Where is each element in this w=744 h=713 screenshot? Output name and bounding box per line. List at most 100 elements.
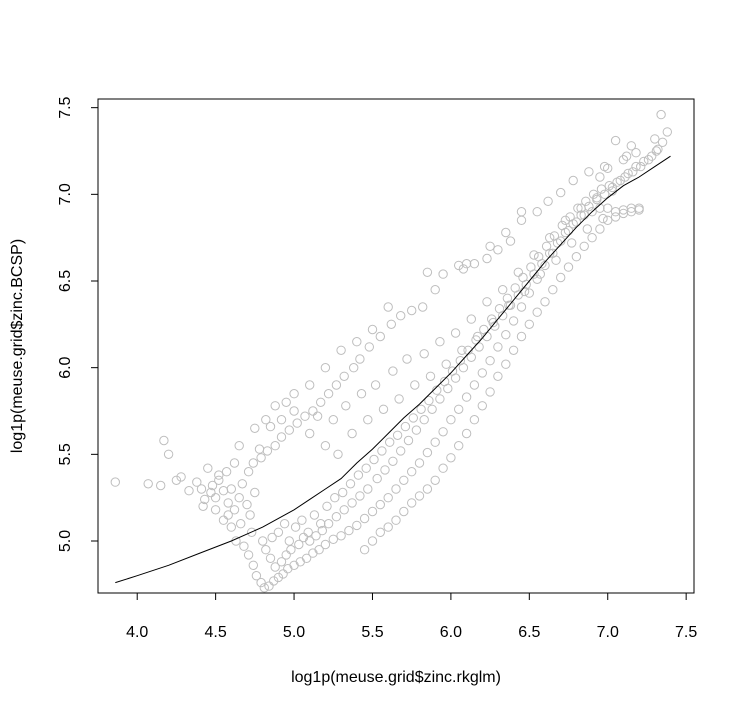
data-point [537,259,547,269]
data-point [446,415,456,425]
data-point [599,189,610,200]
data-point [359,513,370,524]
data-point [355,354,365,364]
data-point [171,475,182,485]
data-point [623,168,633,179]
y-axis: 5.0 5.5 6.0 6.5 7.0 7.5 [57,96,99,552]
data-point [363,415,373,425]
data-point [532,207,542,217]
data-point [314,545,324,555]
data-point [196,484,207,494]
data-point [422,267,433,277]
data-point [618,155,629,165]
data-point [254,444,265,454]
data-point [443,383,453,394]
data-point [259,583,269,593]
data-point [297,515,307,525]
data-point [441,359,451,369]
data-point [380,465,390,475]
data-point [457,345,467,355]
data-point [592,194,602,205]
data-point [662,127,672,137]
data-point [361,463,371,473]
data-point [505,236,516,246]
data-point [301,553,312,563]
data-point [110,477,121,487]
data-point [356,389,367,399]
data-point [560,227,571,238]
data-point [396,446,406,456]
data-point [651,146,662,156]
data-point [485,356,495,366]
data-point [223,498,233,508]
data-point [631,161,641,172]
data-point [391,515,401,525]
data-point [198,501,208,511]
data-point [223,510,233,520]
data-point [621,151,632,161]
data-point [430,475,440,485]
data-point [458,363,469,373]
data-point [587,207,597,217]
data-point [143,479,153,489]
data-point [290,522,301,532]
data-point [657,137,668,148]
y-tick-label: 6.5 [57,270,74,292]
data-point [656,109,666,120]
data-point [610,212,621,222]
data-point [493,342,503,352]
data-point [596,184,607,194]
data-point [278,569,288,579]
data-point [305,428,315,439]
data-point [458,264,469,274]
data-point [258,536,268,546]
data-point [563,262,574,272]
data-point [410,380,420,390]
data-point [516,302,527,312]
data-point [311,531,321,541]
data-point [372,473,382,484]
data-point [330,493,340,503]
data-point [289,406,299,416]
data-point [276,557,287,567]
data-point [653,144,663,155]
data-point [284,536,294,546]
x-tick-label: 5.0 [283,624,305,641]
data-point [210,493,221,503]
data-point [300,411,310,421]
data-point [438,427,448,437]
data-point [461,259,472,269]
data-point [156,480,166,491]
data-point [276,415,287,425]
data-point [163,449,174,459]
data-point [647,151,657,161]
data-point [320,539,331,550]
data-point [245,510,255,520]
data-point [339,371,349,381]
data-point [281,550,291,560]
data-point [508,316,519,326]
data-point [556,187,566,198]
y-tick-label: 7.0 [57,183,74,205]
data-point [375,499,385,510]
data-point [427,404,437,414]
data-point [279,519,290,529]
data-point [485,387,495,397]
data-point [345,479,356,489]
data-point [482,297,492,307]
data-point [631,148,641,158]
data-point [501,330,511,340]
data-point [392,430,403,440]
data-point [309,510,320,520]
data-point [248,458,259,468]
data-point [643,155,654,165]
data-point [378,404,389,414]
data-point [256,453,266,463]
data-point [367,324,378,335]
data-point [430,437,440,447]
data-point [344,525,354,536]
data-point [466,352,476,362]
data-point [239,541,249,551]
data-point [192,477,202,487]
